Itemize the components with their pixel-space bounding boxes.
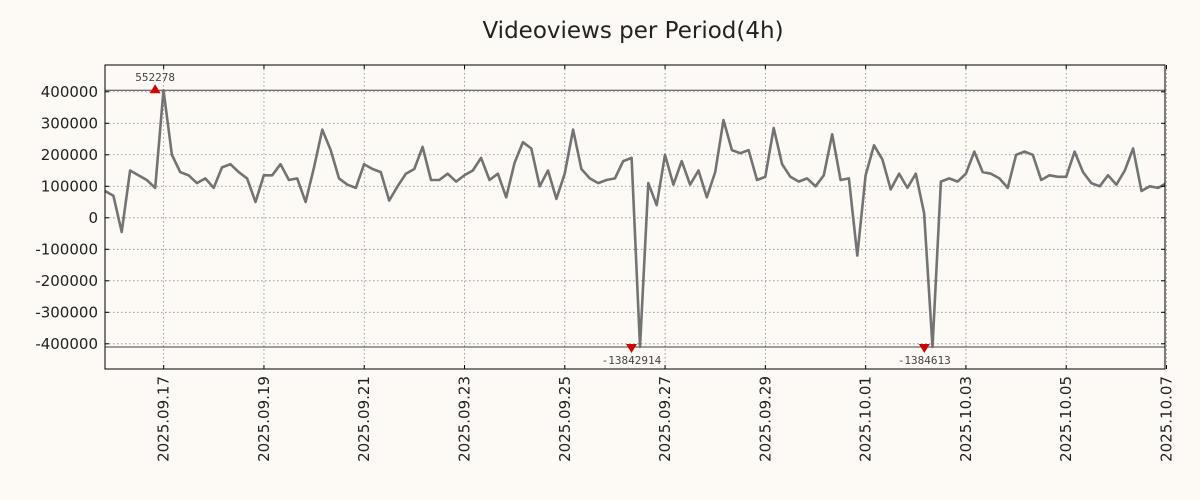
y-tick-label: 0	[88, 209, 98, 227]
y-tick-label: 200000	[41, 146, 98, 164]
annotations: 552278 -13842914 -1384613	[135, 71, 951, 367]
outlier-marker	[918, 343, 930, 353]
outlier-marker	[149, 84, 161, 94]
outlier-marker	[625, 343, 637, 353]
outlier-label: 552278	[135, 71, 175, 84]
outlier-label: -13842914	[602, 354, 662, 367]
x-tick-label: 2025.10.07	[1158, 376, 1176, 462]
y-tick-label: 400000	[41, 83, 98, 101]
x-tick-label: 2025.10.01	[857, 376, 875, 462]
x-tick-label: 2025.09.19	[255, 376, 273, 462]
x-tick-label: 2025.09.29	[756, 376, 774, 462]
plot-frame	[104, 64, 1166, 370]
series-group	[105, 88, 1165, 349]
x-tick-label: 2025.09.27	[656, 376, 674, 462]
x-axis: 2025.09.17 2025.09.19 2025.09.21 2025.09.23…	[155, 65, 1176, 462]
chart-title: Videoviews per Period(4h)	[482, 18, 783, 44]
y-tick-label: -300000	[35, 303, 98, 321]
x-tick-label: 2025.09.17	[155, 376, 173, 462]
series-line	[105, 88, 1165, 349]
grid	[105, 65, 1167, 369]
y-tick-label: 100000	[41, 177, 98, 195]
x-tick-label: 2025.09.23	[456, 376, 474, 462]
y-tick-label: -200000	[35, 272, 98, 290]
y-axis: 400000 300000 200000 100000 0 -100000 -200000 -…	[35, 83, 1165, 353]
y-tick-label: 300000	[41, 114, 98, 132]
y-tick-label: -400000	[35, 335, 98, 353]
x-tick-label: 2025.09.21	[355, 376, 373, 462]
x-tick-label: 2025.10.03	[957, 376, 975, 462]
x-tick-label: 2025.10.05	[1057, 376, 1075, 462]
y-tick-label: -100000	[35, 240, 98, 258]
x-tick-label: 2025.09.25	[556, 376, 574, 462]
outlier-label: -1384613	[898, 354, 951, 367]
